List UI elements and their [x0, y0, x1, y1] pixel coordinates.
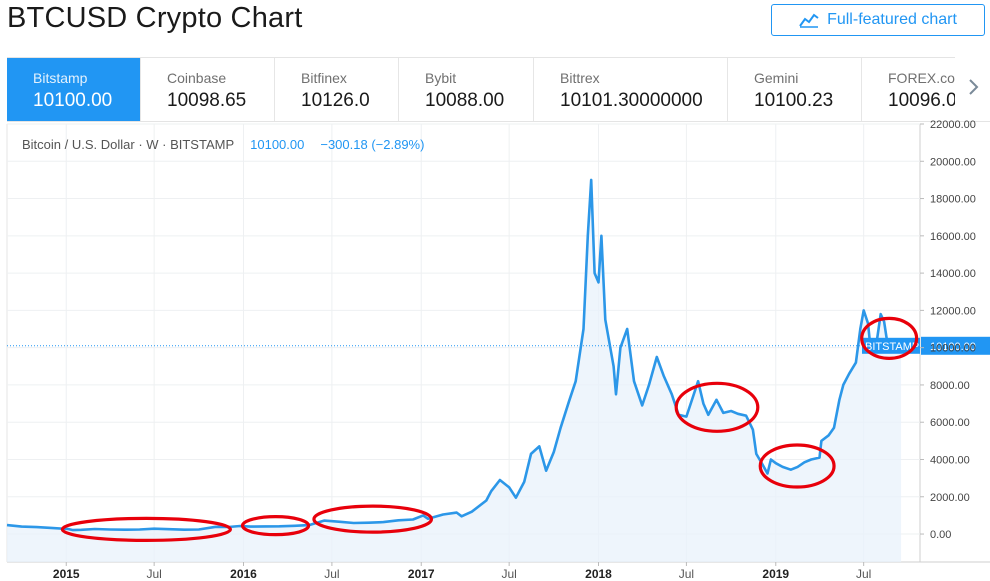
y-tick-label: 16000.00 — [930, 231, 976, 243]
x-tick-label: 2015 — [53, 567, 80, 581]
y-tick-label: 20000.00 — [930, 156, 976, 168]
tab-bittrex[interactable]: Bittrex 10101.30000000 — [534, 58, 728, 121]
last-price-axis-box — [921, 337, 990, 355]
y-tick-label: 18000.00 — [930, 194, 976, 206]
tab-bitstamp[interactable]: Bitstamp 10100.00 — [7, 58, 141, 121]
chart-annotations — [62, 318, 916, 540]
x-tick-label: Jul — [856, 567, 871, 581]
x-tick-label: Jul — [679, 567, 694, 581]
tab-bitfinex[interactable]: Bitfinex 10126.0 — [275, 58, 399, 121]
y-tick-label: 0.00 — [930, 529, 951, 541]
x-axis: 2015 Jul 2016 Jul 2017 Jul 2018 Jul 2019 Jul — [53, 562, 871, 581]
y-tick-label: 10000.00 — [930, 343, 976, 355]
tab-name: Bitstamp — [33, 70, 140, 86]
chevron-right-icon — [967, 78, 979, 101]
tab-name: Gemini — [754, 70, 861, 86]
chart-line-icon — [799, 12, 819, 28]
legend-change: −300.18 (−2.89%) — [320, 137, 424, 152]
tab-coinbase[interactable]: Coinbase 10098.65 — [141, 58, 275, 121]
page-title: BTCUSD Crypto Chart — [7, 2, 302, 35]
x-tick-label: Jul — [146, 567, 161, 581]
tab-name: Bittrex — [560, 70, 727, 86]
exchange-tabs: Bitstamp 10100.00 Coinbase 10098.65 Bitf… — [7, 57, 955, 122]
chart-grid — [7, 124, 990, 562]
tab-value: 10100.00 — [33, 90, 140, 112]
series-tag-box — [862, 338, 920, 354]
tab-bybit[interactable]: Bybit 10088.00 — [399, 58, 534, 121]
y-tick-label: 4000.00 — [930, 454, 970, 466]
annotation-ellipse — [62, 518, 230, 540]
y-tick-label: 6000.00 — [930, 417, 970, 429]
tab-value: 10088.00 — [425, 90, 533, 112]
series-line — [7, 180, 901, 530]
tab-name: Bitfinex — [301, 70, 398, 86]
series-area — [7, 180, 901, 562]
x-tick-label: Jul — [501, 567, 516, 581]
last-price-line: BITSTAMP 10100.00 — [7, 337, 990, 355]
annotation-ellipse — [862, 318, 917, 358]
last-price-axis-label: 10100.00 — [930, 341, 976, 353]
annotation-ellipse — [314, 506, 432, 532]
tab-name: Coinbase — [167, 70, 274, 86]
x-tick-label: 2017 — [408, 567, 435, 581]
tab-value: 10096.0 — [888, 90, 955, 112]
annotation-ellipse — [760, 445, 834, 487]
y-tick-label: 2000.00 — [930, 492, 970, 504]
tab-forex[interactable]: FOREX.com 10096.0 — [862, 58, 955, 121]
annotation-ellipse — [243, 517, 309, 535]
chart-legend: Bitcoin / U.S. Dollar · W · BITSTAMP 101… — [22, 137, 424, 152]
chart-area — [7, 180, 901, 562]
full-featured-chart-button[interactable]: Full-featured chart — [771, 4, 985, 36]
full-featured-chart-label: Full-featured chart — [827, 11, 957, 29]
tab-value: 10126.0 — [301, 90, 398, 112]
legend-last-price: 10100.00 — [250, 137, 304, 152]
tab-value: 10100.23 — [754, 90, 861, 112]
annotation-ellipse — [676, 383, 758, 431]
tab-gemini[interactable]: Gemini 10100.23 — [728, 58, 862, 121]
chart-line — [7, 180, 901, 530]
x-tick-label: Jul — [324, 567, 339, 581]
legend-symbol: Bitcoin / U.S. Dollar · W · BITSTAMP — [22, 137, 234, 152]
tab-value: 10101.30000000 — [560, 90, 727, 112]
x-tick-label: 2016 — [230, 567, 257, 581]
tabs-next-button[interactable] — [955, 57, 990, 122]
x-tick-label: 2019 — [762, 567, 789, 581]
y-tick-label: 14000.00 — [930, 268, 976, 280]
y-tick-label: 8000.00 — [930, 380, 970, 392]
y-tick-label: 12000.00 — [930, 305, 976, 317]
series-tag-label: BITSTAMP — [865, 341, 919, 353]
x-tick-label: 2018 — [585, 567, 612, 581]
y-axis: 0.00 2000.00 4000.00 6000.00 8000.00 10000.00… — [920, 119, 976, 541]
tab-value: 10098.65 — [167, 90, 274, 112]
tab-name: FOREX.com — [888, 70, 955, 86]
tab-name: Bybit — [425, 70, 533, 86]
